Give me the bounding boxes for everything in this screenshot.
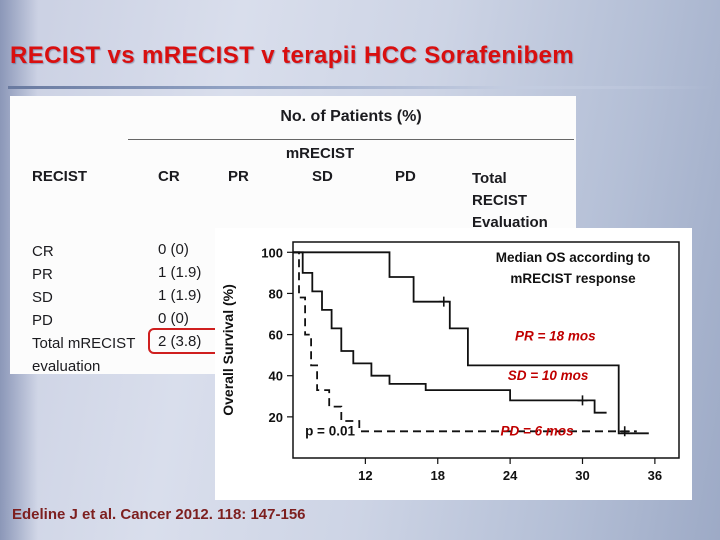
median-label-2: PD = 6 mos xyxy=(500,423,574,438)
chart-title: Median OS according to mRECIST response xyxy=(495,250,651,286)
y-tick-label: 100 xyxy=(261,245,283,260)
col-header-sd: SD xyxy=(312,168,333,185)
x-tick-label: 36 xyxy=(648,468,662,483)
row-label-cr: CR xyxy=(32,243,54,260)
row-label-pd: PD xyxy=(32,312,53,329)
highlight-box xyxy=(148,328,224,354)
censor-mark-pd xyxy=(619,426,630,437)
median-label-1: SD = 10 mos xyxy=(508,368,589,383)
row-value-pr: 1 (1.9) xyxy=(158,264,202,281)
col-header-pd: PD xyxy=(395,168,416,185)
y-axis-label: Overall Survival (%) xyxy=(220,284,236,416)
row-label-total-mrecist-evaluation: Total mRECIST evaluation xyxy=(32,335,136,375)
row-value-sd: 1 (1.9) xyxy=(158,287,202,304)
censor-mark-sd xyxy=(577,395,588,406)
row-value-total-mrecist-evaluation: 2 (3.8) xyxy=(158,333,202,350)
km-curve-pd xyxy=(293,251,637,433)
y-tick-label: 40 xyxy=(269,369,283,384)
km-curve-sd xyxy=(293,251,607,414)
median-label-0: PR = 18 mos xyxy=(515,329,596,344)
row-label-pr: PR xyxy=(32,266,53,283)
col-header-recist: RECIST xyxy=(32,168,88,185)
table-group-header-mrecist: mRECIST xyxy=(285,145,355,162)
table-header-rule xyxy=(128,139,574,140)
plot-border xyxy=(292,241,680,459)
y-tick-label: 20 xyxy=(269,410,283,425)
row-label-sd: SD xyxy=(32,289,53,306)
x-tick-label: 12 xyxy=(358,468,372,483)
km-chart-panel: 20 40 60 80 100 12 18 24 30 36 Overall Survival (%… xyxy=(215,228,692,500)
col-header-cr: CR xyxy=(158,168,180,185)
table-title: No. of Patients (%) xyxy=(280,108,422,125)
col-header-total-recist-evaluation: Total RECIST Evaluation xyxy=(472,170,548,231)
x-tick-label: 24 xyxy=(503,468,518,483)
x-tick-label: 30 xyxy=(575,468,589,483)
y-tick-label: 60 xyxy=(269,328,283,343)
p-value-label: p = 0.01 xyxy=(305,423,355,438)
row-value-pd: 0 (0) xyxy=(158,310,189,327)
citation: Edeline J et al. Cancer 2012. 118: 147-1… xyxy=(12,506,306,523)
col-header-pr: PR xyxy=(228,168,249,185)
y-tick-label: 80 xyxy=(269,286,283,301)
x-tick-label: 18 xyxy=(431,468,445,483)
slide-title: RECIST vs mRECIST v terapii HCC Sorafeni… xyxy=(10,42,574,69)
km-survival-chart: 20 40 60 80 100 12 18 24 30 36 Overall Survival (%… xyxy=(220,241,680,483)
title-underline xyxy=(8,86,714,89)
km-curve-pr xyxy=(293,251,649,435)
row-value-cr: 0 (0) xyxy=(158,241,189,258)
censor-mark-pr xyxy=(438,296,449,307)
